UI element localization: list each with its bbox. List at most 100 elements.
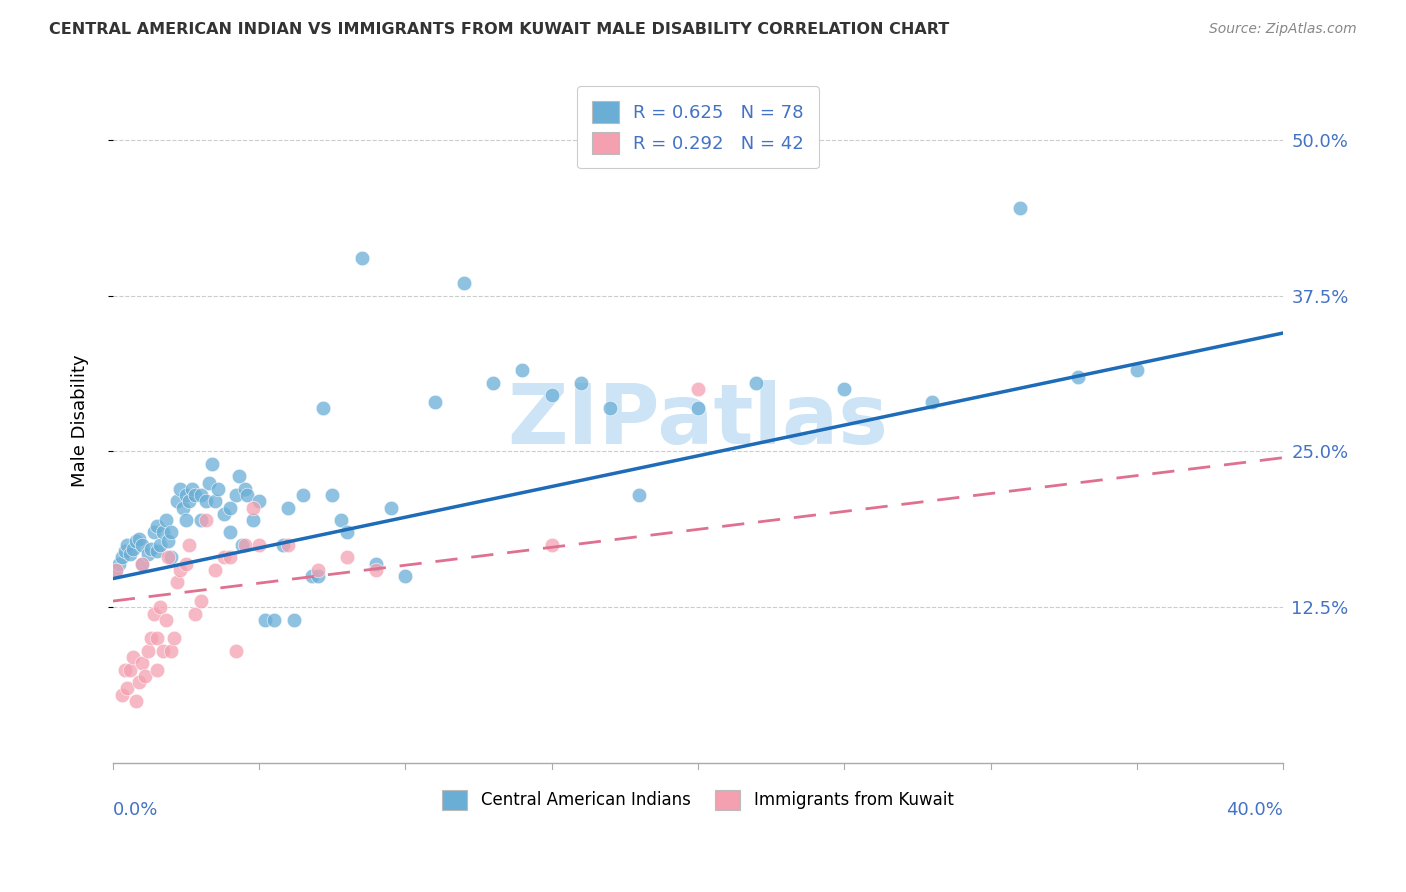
Point <box>218 525 240 540</box>
Point <box>686 382 709 396</box>
Point <box>540 538 562 552</box>
Point <box>204 494 226 508</box>
Point <box>155 613 177 627</box>
Text: 40.0%: 40.0% <box>1226 801 1284 819</box>
Text: 0.0%: 0.0% <box>112 801 159 819</box>
Point <box>125 694 148 708</box>
Point <box>131 657 153 671</box>
Point <box>394 569 416 583</box>
Point <box>136 547 159 561</box>
Point <box>131 557 153 571</box>
Point <box>117 681 139 696</box>
Point <box>120 547 142 561</box>
Point <box>380 500 402 515</box>
Point <box>599 401 621 415</box>
Point <box>172 500 194 515</box>
Point <box>921 394 943 409</box>
Point <box>157 534 180 549</box>
Point <box>225 488 247 502</box>
Point <box>195 513 218 527</box>
Point <box>283 613 305 627</box>
Point <box>145 632 167 646</box>
Point <box>228 469 250 483</box>
Point <box>204 563 226 577</box>
Point <box>366 557 388 571</box>
Point <box>157 550 180 565</box>
Point <box>198 475 221 490</box>
Point <box>128 532 150 546</box>
Point <box>184 488 207 502</box>
Point <box>247 538 270 552</box>
Point <box>277 538 299 552</box>
Point <box>301 569 323 583</box>
Point <box>174 557 197 571</box>
Point <box>136 644 159 658</box>
Point <box>142 525 165 540</box>
Point <box>832 382 855 396</box>
Point <box>180 482 202 496</box>
Point <box>482 376 505 390</box>
Point <box>1126 363 1149 377</box>
Point <box>166 575 188 590</box>
Point <box>139 541 162 556</box>
Point <box>263 613 285 627</box>
Point <box>160 644 183 658</box>
Point <box>169 482 191 496</box>
Point <box>163 632 186 646</box>
Point <box>423 394 446 409</box>
Point <box>169 563 191 577</box>
Point <box>312 401 335 415</box>
Point <box>247 494 270 508</box>
Point <box>350 251 373 265</box>
Point <box>160 550 183 565</box>
Point <box>174 488 197 502</box>
Point <box>212 550 235 565</box>
Point <box>174 513 197 527</box>
Point <box>330 513 353 527</box>
Point <box>242 513 264 527</box>
Point <box>218 550 240 565</box>
Point <box>307 569 329 583</box>
Point <box>540 388 562 402</box>
Point <box>107 557 129 571</box>
Point <box>225 644 247 658</box>
Text: CENTRAL AMERICAN INDIAN VS IMMIGRANTS FROM KUWAIT MALE DISABILITY CORRELATION CH: CENTRAL AMERICAN INDIAN VS IMMIGRANTS FR… <box>49 22 949 37</box>
Point <box>177 538 200 552</box>
Point <box>104 563 127 577</box>
Point <box>134 669 156 683</box>
Point <box>190 594 212 608</box>
Point <box>114 663 136 677</box>
Point <box>160 525 183 540</box>
Point <box>512 363 534 377</box>
Point <box>145 663 167 677</box>
Point <box>195 494 218 508</box>
Point <box>242 500 264 515</box>
Point <box>142 607 165 621</box>
Point <box>218 500 240 515</box>
Point <box>145 544 167 558</box>
Point <box>149 538 172 552</box>
Point <box>686 401 709 415</box>
Point <box>236 488 259 502</box>
Point <box>149 600 172 615</box>
Point <box>128 675 150 690</box>
Text: Source: ZipAtlas.com: Source: ZipAtlas.com <box>1209 22 1357 37</box>
Point <box>336 550 359 565</box>
Point <box>114 544 136 558</box>
Point <box>152 525 174 540</box>
Point <box>207 482 229 496</box>
Point <box>253 613 276 627</box>
Point <box>111 550 134 565</box>
Point <box>122 541 145 556</box>
Point <box>104 563 127 577</box>
Point <box>1008 202 1031 216</box>
Point <box>120 663 142 677</box>
Point <box>1067 369 1090 384</box>
Point <box>125 534 148 549</box>
Point <box>131 557 153 571</box>
Point <box>111 688 134 702</box>
Point <box>117 538 139 552</box>
Text: ZIPatlas: ZIPatlas <box>508 380 889 461</box>
Point <box>166 494 188 508</box>
Point <box>336 525 359 540</box>
